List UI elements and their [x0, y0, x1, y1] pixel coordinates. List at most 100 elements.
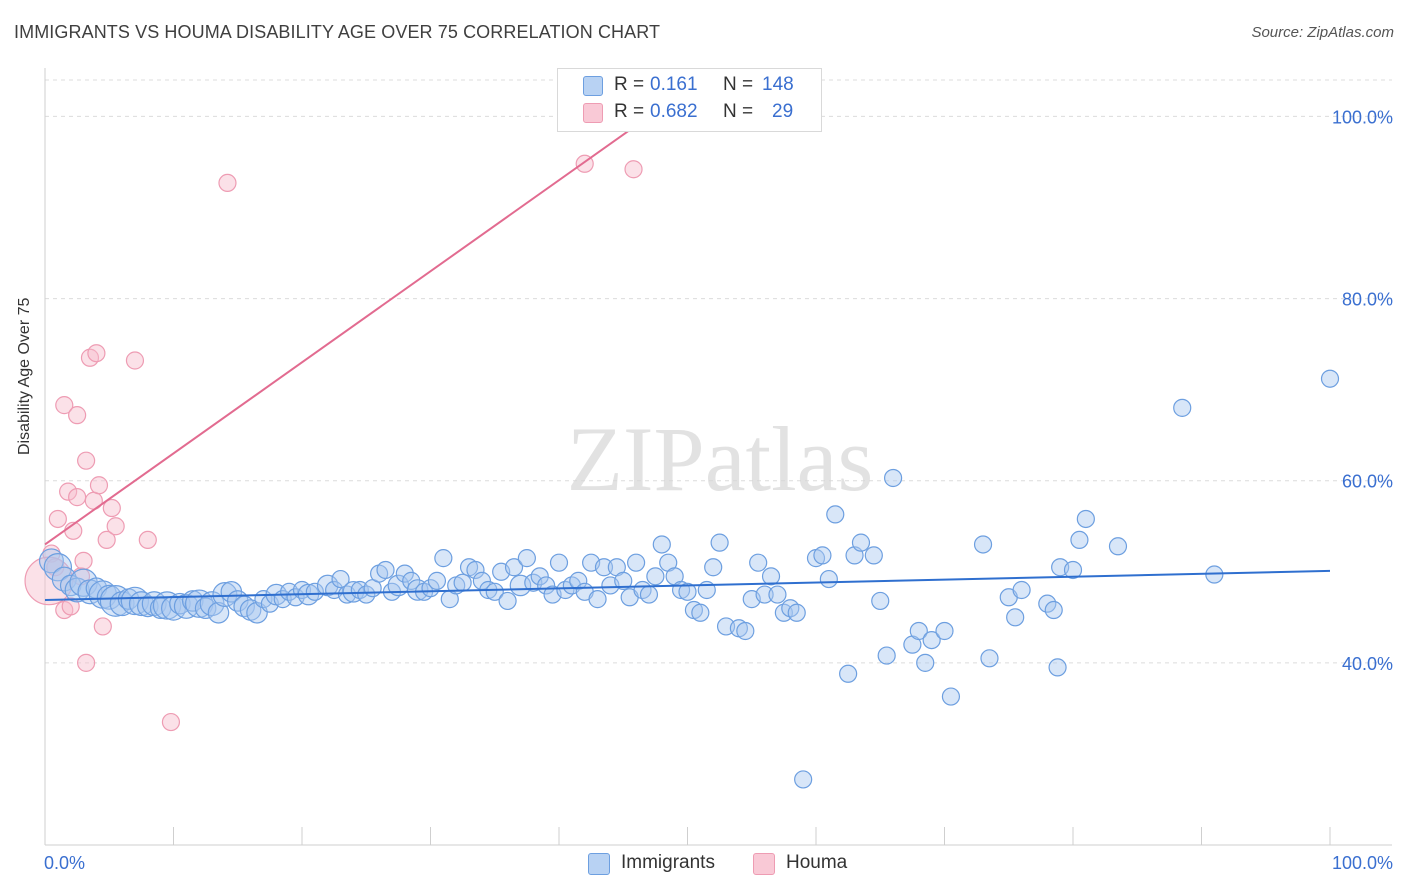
immigrants-point — [427, 571, 447, 590]
immigrants-point — [794, 770, 813, 789]
houma-point — [74, 551, 93, 570]
immigrants-point — [1012, 580, 1031, 600]
houma-point — [93, 617, 112, 636]
r-label: R = — [614, 101, 645, 122]
immigrants-point — [652, 535, 671, 554]
immigrants-point — [935, 621, 954, 641]
immigrants-point — [38, 548, 64, 574]
houma-point — [161, 712, 181, 732]
axes — [44, 68, 1392, 846]
houma-point — [68, 488, 87, 507]
immigrants-point — [973, 535, 993, 554]
immigrants-point — [839, 664, 858, 683]
trend-lines — [44, 111, 1331, 602]
y-tick-label: 40.0% — [1342, 654, 1393, 674]
y-tick-label: 80.0% — [1342, 290, 1393, 310]
immigrants-point — [864, 546, 883, 565]
immigrants-point — [504, 558, 524, 577]
immigrants-point — [1173, 398, 1192, 417]
immigrants-point — [916, 653, 935, 672]
stats-legend: R = 0.161 N = 148 R = 0.682 N = 29 — [557, 68, 822, 132]
immigrants-point — [626, 553, 646, 572]
immigrants-point — [305, 582, 324, 601]
houma-point — [218, 173, 237, 193]
immigrants-point — [768, 585, 787, 604]
immigrants-point — [376, 560, 395, 580]
immigrants-swatch — [583, 76, 603, 96]
immigrants-point — [453, 573, 472, 592]
immigrants-point — [212, 582, 238, 608]
n-value: 148 — [762, 74, 794, 95]
immigrants-point — [434, 549, 453, 568]
houma-point — [624, 160, 643, 179]
immigrants-point — [588, 590, 607, 609]
legend-label: Immigrants — [621, 852, 715, 873]
immigrants-point — [736, 621, 755, 641]
immigrants-point — [819, 569, 838, 589]
immigrants-point — [1070, 530, 1089, 550]
immigrants-point — [421, 579, 440, 598]
y-axis-label: Disability Age Over 75 — [16, 297, 33, 455]
x-tick-label: 0.0% — [44, 853, 85, 873]
n-label: N = — [723, 74, 754, 95]
immigrants-point — [207, 601, 230, 624]
immigrants-point — [678, 582, 697, 601]
immigrants-point — [787, 603, 806, 622]
immigrants-point — [755, 585, 774, 604]
immigrants-point — [594, 558, 614, 577]
chart-title: IMMIGRANTS VS HOUMA DISABILITY AGE OVER … — [14, 22, 661, 42]
houma-point — [89, 476, 109, 495]
immigrants-point — [851, 533, 871, 552]
houma-point — [77, 653, 96, 672]
immigrants-point — [485, 582, 504, 601]
immigrants-trend-line — [44, 569, 1331, 602]
houma-point — [97, 530, 116, 550]
legend-label: Houma — [786, 852, 848, 873]
immigrants-point — [1063, 560, 1083, 580]
immigrants-point — [466, 560, 485, 580]
houma-series — [24, 154, 643, 732]
r-value: 0.682 — [650, 101, 698, 122]
chart-source: Source: ZipAtlas.com — [1251, 24, 1394, 41]
immigrants-point — [877, 646, 896, 665]
immigrants-point — [120, 586, 150, 616]
immigrants-point — [1320, 369, 1340, 388]
houma-point — [87, 344, 106, 363]
immigrants-point — [980, 649, 999, 668]
houma-point — [77, 451, 96, 470]
immigrants-point — [704, 558, 723, 577]
immigrants-point — [922, 630, 941, 650]
n-value: 29 — [772, 101, 794, 122]
y-tick-label: 60.0% — [1342, 472, 1393, 492]
houma-point — [68, 406, 87, 425]
immigrants-point — [883, 468, 903, 488]
r-value: 0.161 — [650, 74, 698, 95]
immigrants-point — [813, 546, 832, 565]
immigrants-point — [530, 567, 549, 586]
immigrants-point — [549, 553, 569, 572]
immigrants-point — [1048, 658, 1067, 677]
immigrants-point — [286, 588, 305, 607]
immigrants-point — [1044, 600, 1063, 620]
immigrants-point — [941, 687, 961, 706]
immigrants-series — [38, 369, 1340, 789]
immigrants-point — [691, 603, 710, 622]
immigrants-point — [43, 553, 73, 582]
houma-trend-line — [44, 111, 656, 546]
houma-point — [48, 509, 67, 529]
immigrants-legend-swatch — [588, 853, 610, 875]
houma-point — [102, 498, 121, 518]
houma-point — [106, 517, 125, 536]
houma-swatch — [583, 103, 603, 123]
immigrants-point — [761, 567, 781, 586]
houma-legend-swatch — [753, 853, 775, 875]
houma-point — [59, 482, 78, 501]
immigrants-point — [331, 569, 350, 589]
watermark: ZIPatlas — [567, 408, 874, 510]
immigrants-point — [639, 585, 659, 604]
immigrants-point — [569, 571, 588, 590]
immigrants-point — [1108, 537, 1128, 556]
immigrants-point — [826, 505, 845, 524]
immigrants-point — [749, 553, 768, 572]
